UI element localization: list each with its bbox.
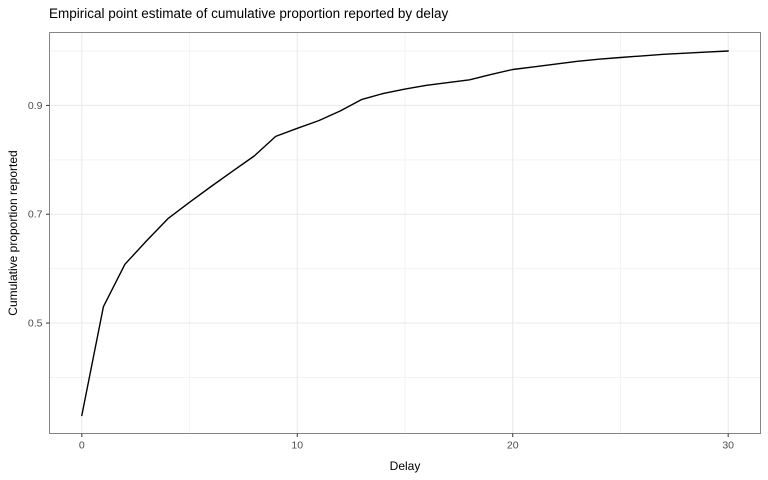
chart-title: Empirical point estimate of cumulative p… xyxy=(49,6,449,21)
x-tick-label: 30 xyxy=(722,440,734,452)
y-tick-label: 0.5 xyxy=(28,318,43,330)
data-line xyxy=(81,50,729,417)
y-axis-title: Cumulative proportion reported xyxy=(6,150,20,316)
x-axis-title: Delay xyxy=(389,459,421,473)
y-tick-label: 0.9 xyxy=(28,100,43,112)
x-tick-label: 20 xyxy=(507,440,519,452)
x-tick-label: 10 xyxy=(291,440,303,452)
panel-border xyxy=(49,32,761,434)
x-tick-label: 0 xyxy=(79,440,85,452)
y-tick-label: 0.7 xyxy=(28,209,43,221)
